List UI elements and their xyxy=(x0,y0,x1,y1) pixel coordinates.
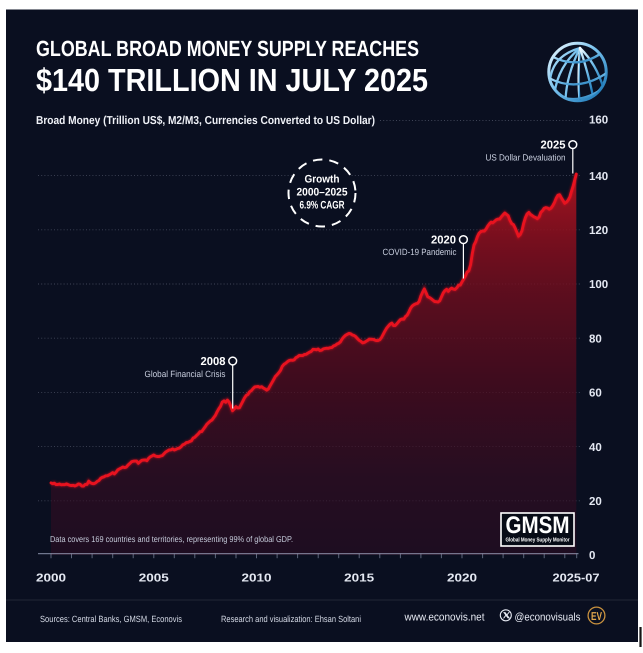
svg-text:Data covers 169 countries and: Data covers 169 countries and territorie… xyxy=(50,534,293,544)
svg-text:www.econovis.net: www.econovis.net xyxy=(404,612,485,624)
svg-text:Growth: Growth xyxy=(305,174,340,186)
svg-text:2000–2025: 2000–2025 xyxy=(297,186,348,198)
svg-text:160: 160 xyxy=(589,115,608,127)
svg-text:140: 140 xyxy=(589,171,608,183)
svg-text:EV: EV xyxy=(591,611,602,623)
svg-text:COVID-19 Pandemic: COVID-19 Pandemic xyxy=(383,247,457,257)
svg-text:60: 60 xyxy=(589,388,602,400)
svg-text:Sources: Central Banks, GMSM,: Sources: Central Banks, GMSM, Econovis xyxy=(40,614,182,624)
svg-text:Global Money Supply Monitor: Global Money Supply Monitor xyxy=(506,537,571,544)
svg-text:GLOBAL BROAD MONEY SUPPLY REAC: GLOBAL BROAD MONEY SUPPLY REACHES xyxy=(36,36,419,61)
svg-text:120: 120 xyxy=(589,225,608,237)
svg-text:2010: 2010 xyxy=(242,573,272,585)
svg-text:2000: 2000 xyxy=(36,573,66,585)
svg-text:US Dollar Devaluation: US Dollar Devaluation xyxy=(486,152,566,162)
svg-text:Global Financial Crisis: Global Financial Crisis xyxy=(145,369,226,379)
svg-text:2025-07: 2025-07 xyxy=(553,573,600,585)
svg-text:80: 80 xyxy=(589,333,602,345)
svg-text:2020: 2020 xyxy=(431,234,456,246)
svg-text:2005: 2005 xyxy=(139,573,170,585)
svg-text:GMSM: GMSM xyxy=(506,512,570,539)
svg-text:Research and visualization: Eh: Research and visualization: Ehsan Soltan… xyxy=(221,614,361,624)
svg-text:2020: 2020 xyxy=(447,573,477,585)
svg-text:2015: 2015 xyxy=(344,573,375,585)
svg-text:100: 100 xyxy=(589,279,608,291)
svg-text:2025: 2025 xyxy=(541,139,567,151)
svg-text:40: 40 xyxy=(589,442,602,454)
svg-text:20: 20 xyxy=(589,496,602,508)
svg-text:Broad Money (Trillion US$, M2/: Broad Money (Trillion US$, M2/M3, Curren… xyxy=(36,115,375,127)
svg-text:2008: 2008 xyxy=(201,356,227,368)
svg-text:@econovisuals: @econovisuals xyxy=(515,612,581,624)
svg-text:0: 0 xyxy=(589,550,595,562)
svg-text:6.9% CAGR: 6.9% CAGR xyxy=(300,199,345,211)
svg-text:$140 TRILLION IN JULY 2025: $140 TRILLION IN JULY 2025 xyxy=(36,62,428,98)
